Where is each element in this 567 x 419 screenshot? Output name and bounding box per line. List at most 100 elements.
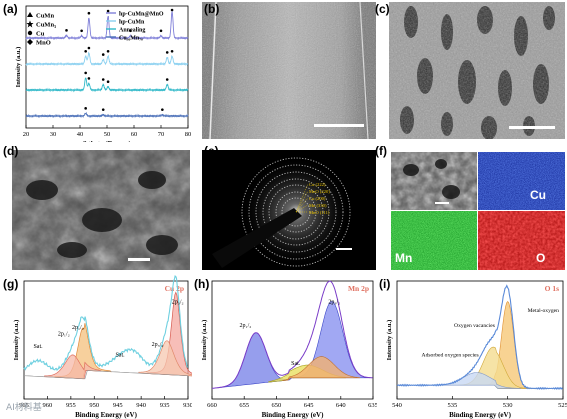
saed-ring-pointer-1 (295, 190, 309, 213)
o-annotation-1: Oxygen vacancies (454, 323, 495, 329)
eds-mn-map: Mn (391, 211, 477, 270)
xrd-peak-marker-0-6 (170, 8, 174, 12)
cu-annotation-3: Sat. (115, 353, 125, 359)
xrd-series-2 (25, 77, 189, 93)
saed-ring-4 (255, 171, 337, 253)
mn-plot-frame (211, 280, 374, 400)
saed-ring-label-4: MnO (111) (309, 210, 330, 215)
cu-xtick-label-4: 945 (113, 402, 123, 409)
mn-xlabel: Binding Energy (eV) (262, 411, 325, 419)
eds-o-map: O (478, 211, 565, 270)
panel-label-c: (c) (375, 2, 390, 16)
cu-xtick-label-0: 965 (19, 402, 29, 409)
xrd-xtick-label-6: 80 (185, 131, 192, 138)
cu-annotation-1: 2p₁/₂ (58, 331, 70, 337)
xrd-legend-marker-label-1: CuMn₃ (36, 22, 56, 29)
xrd-xtick-label-4: 60 (131, 131, 138, 138)
xrd-chart: 20 30 40 50 60 70 80 2 theta (Degree) Intensity … (15, 5, 192, 142)
saed-ring-6 (241, 157, 351, 267)
xrd-peak-marker-0-2 (87, 11, 91, 15)
panel-h: (h) 660 655 650 645 640 635 Binding Energy (eV… (192, 275, 377, 419)
xrd-peak-marker-3-0 (84, 107, 87, 110)
xrd-peak-marker-2-1 (87, 77, 91, 80)
mn-xtick-label-2: 650 (272, 402, 282, 409)
xrd-peak-marker-2-3 (106, 80, 110, 83)
xrd-peak-marker-0-3 (106, 9, 110, 13)
saed-beam-stop (212, 208, 302, 268)
sem-image-b (202, 2, 376, 139)
mn-fit-curve (211, 280, 373, 389)
xrd-peak-marker-2-4 (165, 78, 169, 81)
xps-cu-chart: 965 960 955 950 945 940 935 930 Binding Energy (… (13, 275, 192, 419)
panel-f: (f) Cu Mn O (375, 142, 567, 272)
sem-image-c (389, 2, 565, 139)
xrd-xtick-label-3: 50 (104, 131, 111, 138)
cu-background (23, 370, 189, 380)
sem-image-d (12, 150, 190, 270)
eds-label-o: O (536, 251, 546, 265)
panel-b: (b) (192, 0, 377, 142)
xrd-legend-line-label-0: hp-CuMn@MnO (119, 11, 164, 17)
saed-ring-1 (275, 191, 317, 233)
watermark-text: AI材料基 (6, 403, 42, 413)
xrd-peak-marker-1-1 (87, 46, 91, 50)
xrd-legend-marker-0 (27, 12, 33, 17)
xrd-legend-marker-label-2: Cu (36, 31, 45, 38)
scale-bar-d (128, 258, 150, 261)
panel-label-b: (b) (204, 2, 220, 16)
xrd-series-0 (25, 10, 189, 41)
xrd-ylabel: Intensity (a.u.) (15, 47, 22, 88)
xrd-peak-marker-1-4 (165, 51, 169, 54)
saed-ring-label-0: Cu (222) (309, 182, 326, 187)
xrd-legend-line-label-1: hp-CuMn (119, 19, 145, 25)
cu-annotation-5: 2p₃/₂ (172, 300, 184, 306)
xrd-legend-marker-label-3: MnO (36, 40, 51, 47)
xrd-peak-marker-0-0 (65, 29, 68, 32)
xrd-peak-marker-1-3 (106, 50, 110, 53)
mn-xtick-label-0: 660 (207, 402, 217, 409)
saed-ring-0 (281, 197, 311, 227)
saed-ring-label-2: Cu (200) (309, 196, 326, 201)
cu-annotation-0: Sat. (33, 344, 43, 350)
cu-annotation-2: 2p₁/₂ (72, 325, 84, 331)
xrd-xtick-label-1: 30 (50, 131, 57, 138)
xrd-xtick-label-2: 40 (77, 131, 84, 138)
o-annotation-0: Metal-oxygen (528, 308, 560, 314)
o-annotation-2: Adsorbed oxygen species (422, 353, 479, 359)
xrd-peak-marker-2-2 (101, 78, 105, 81)
cu-xtick-label-1: 960 (43, 402, 53, 409)
xrd-series-3 (25, 111, 189, 119)
panel-c: (c) (375, 0, 567, 142)
scale-bar-b (314, 124, 364, 127)
cu-xtick-label-3: 950 (89, 402, 99, 409)
scale-bar-c (509, 126, 555, 129)
cu-xtick-label-5: 940 (136, 402, 146, 409)
cu-ylabel: Intensity (a.u.) (13, 320, 20, 361)
panel-i: (i) 540 535 530 525 Binding Energy (eV) Inten… (377, 275, 567, 419)
o-xlabel: Binding Energy (eV) (449, 411, 512, 419)
mn-annotation-0: 2p₁/₂ (240, 323, 252, 329)
xrd-legend-marker-3 (27, 39, 33, 45)
cu-annotation-4: 2p₃/₂ (152, 342, 164, 348)
o-raw-curve (396, 284, 564, 390)
panel-label-a: (a) (3, 2, 18, 16)
xrd-legend-line-label-2: Annealing (119, 27, 145, 33)
o-plot-frame (396, 280, 564, 400)
xrd-legend-marker-1 (26, 20, 34, 28)
xrd-peak-marker-3-2 (161, 108, 164, 111)
o-title: O 1s (545, 284, 559, 293)
mn-title: Mn 2p (348, 284, 369, 293)
cu-xtick-label-2: 955 (66, 402, 76, 409)
mn-annotation-2: 2p₃/₂ (328, 300, 340, 306)
cu-title: Cu 2p (165, 284, 184, 293)
mn-annotation-1: Sat. (291, 361, 301, 367)
cu-xlabel: Binding Energy (eV) (75, 411, 138, 419)
panel-d: (d) (0, 142, 192, 272)
panel-label-e: (e) (204, 144, 219, 158)
xrd-peak-marker-1-5 (170, 50, 174, 53)
o-xtick-label-2: 530 (503, 402, 513, 409)
xrd-legend-marker-2 (27, 30, 33, 36)
o-xtick-label-1: 535 (447, 402, 457, 409)
panel-label-g: (g) (3, 277, 19, 291)
cu-plot-frame (23, 280, 189, 400)
